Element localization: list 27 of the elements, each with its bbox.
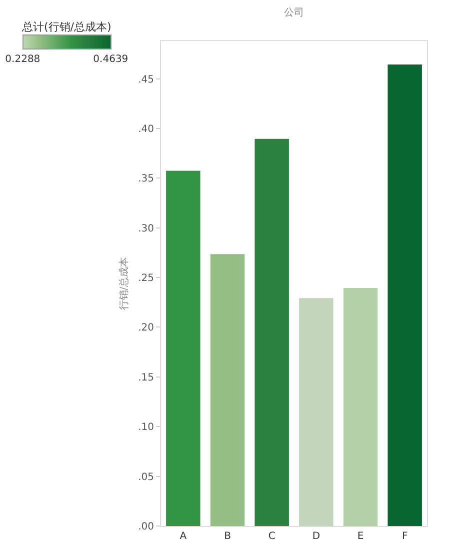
y-tick-label: .25 (138, 273, 154, 284)
y-tick-label: .45 (138, 74, 154, 86)
x-tick-label: C (268, 531, 276, 542)
y-tick-label: .00 (138, 522, 154, 532)
y-axis-title: 行销/总成本 (118, 256, 130, 310)
y-tick-label: .30 (138, 223, 154, 234)
y-tick-label: .10 (138, 422, 154, 434)
bar (299, 298, 334, 526)
x-tick-label: D (312, 531, 320, 542)
y-tick-label: .35 (138, 174, 154, 185)
bar (210, 254, 245, 526)
color-bar-label: 0.2288 (5, 54, 40, 65)
chart-title: 公司 (284, 6, 304, 18)
x-tick-label: B (224, 531, 232, 542)
y-tick-label: .05 (138, 472, 154, 483)
y-tick-label: .40 (138, 124, 154, 135)
color-bar-label: 0.4639 (93, 54, 128, 65)
x-tick-label: A (180, 531, 187, 542)
x-tick-label: E (357, 531, 364, 542)
y-tick-label: .20 (138, 322, 154, 334)
x-tick-label: F (402, 531, 408, 542)
bar (388, 64, 422, 526)
color-bar-title: 总计(行销/总成本) (21, 20, 112, 34)
bar (254, 138, 289, 526)
bar (166, 170, 200, 526)
y-tick-label: .15 (138, 372, 154, 384)
bar (343, 288, 378, 526)
